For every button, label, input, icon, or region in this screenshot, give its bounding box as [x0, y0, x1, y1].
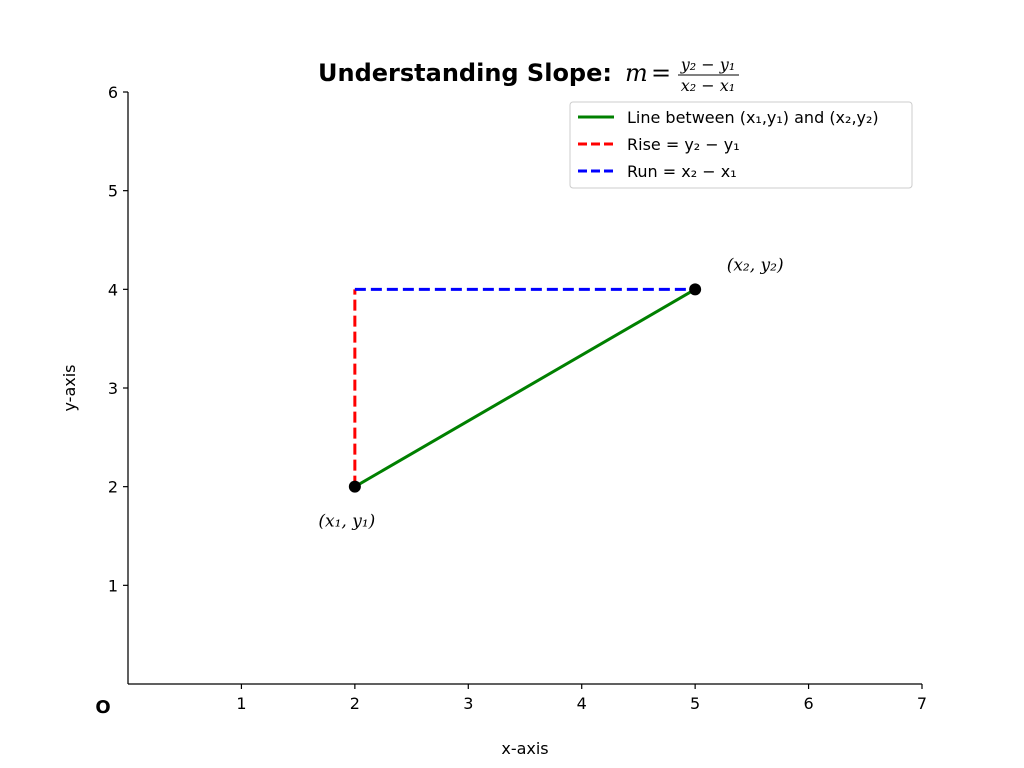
point-annotation: (x₂, y₂) — [727, 255, 784, 275]
y-tick-label: 4 — [108, 280, 118, 299]
y-axis-label: y-axis — [60, 364, 79, 411]
y-ticks: 1 2 3 4 5 6 — [108, 83, 128, 595]
legend: Line between (x₁,y₁) and (x₂,y₂) Rise = y… — [569, 101, 913, 189]
y-tick-label: 2 — [108, 478, 118, 497]
y-tick-label: 3 — [108, 379, 118, 398]
title-formula-numerator: y₂ − y₁ — [680, 55, 735, 74]
legend-label: Run = x₂ − x₁ — [627, 162, 737, 181]
point-annotation: (x₁, y₁) — [318, 512, 375, 532]
x-tick-label: 2 — [350, 694, 360, 713]
point-marker — [689, 283, 702, 296]
title-formula-denominator: x₂ − x₁ — [681, 76, 735, 95]
chart-title: Understanding Slope: m = y₂ − y₁ x₂ − x₁ — [318, 55, 739, 95]
legend-items: Line between (x₁,y₁) and (x₂,y₂) Rise = y… — [578, 108, 879, 181]
title-formula-lhs: m — [625, 59, 648, 87]
chart-title-text: Understanding Slope: — [318, 59, 612, 87]
x-tick-label: 3 — [463, 694, 473, 713]
x-axis-label: x-axis — [501, 739, 548, 758]
point-marker — [348, 480, 361, 493]
series-layer — [353, 287, 696, 488]
y-tick-label: 5 — [108, 182, 118, 201]
x-ticks: 1 2 3 4 5 6 7 — [236, 684, 927, 713]
y-tick-label: 6 — [108, 83, 118, 102]
points-layer: (x₁, y₁) (x₂, y₂) — [318, 255, 783, 531]
x-tick-label: 1 — [236, 694, 246, 713]
x-tick-label: 4 — [577, 694, 587, 713]
x-tick-label: 5 — [690, 694, 700, 713]
x-tick-label: 6 — [803, 694, 813, 713]
legend-frame — [569, 101, 913, 189]
legend-label: Line between (x₁,y₁) and (x₂,y₂) — [627, 108, 879, 127]
title-formula-equals: = — [651, 59, 671, 87]
x-tick-label: 7 — [917, 694, 927, 713]
legend-label: Rise = y₂ − y₁ — [627, 135, 740, 154]
origin-label: O — [95, 697, 110, 718]
slope-line — [354, 288, 696, 488]
y-tick-label: 1 — [108, 576, 118, 595]
